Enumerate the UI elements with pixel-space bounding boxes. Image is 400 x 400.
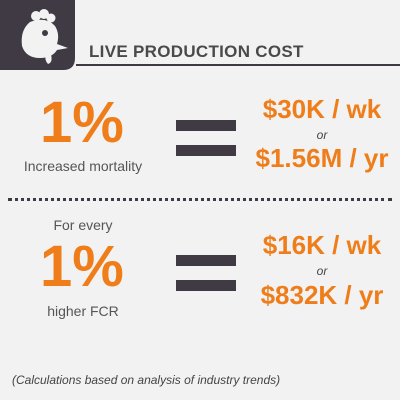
chicken-eye-icon xyxy=(42,30,48,36)
section-divider xyxy=(8,198,392,201)
footnote: (Calculations based on analysis of indus… xyxy=(12,373,281,387)
fcr-caption: higher FCR xyxy=(47,303,119,319)
mortality-cost-year: $1.56M / yr xyxy=(255,143,389,173)
page-title: LIVE PRODUCTION COST xyxy=(89,42,304,61)
mortality-caption: Increased mortality xyxy=(23,158,143,174)
mortality-cost-week: $30K / wk xyxy=(262,94,382,124)
fcr-cost-week: $16K / wk xyxy=(262,230,382,260)
header-badge xyxy=(0,0,75,70)
fcr-or-text: or xyxy=(316,264,328,278)
fcr-prefix: For every xyxy=(53,217,113,233)
mortality-percent: 1% xyxy=(40,90,124,155)
fcr-percent: 1% xyxy=(40,234,124,299)
fcr-cost-year: $832K / yr xyxy=(260,280,384,310)
chicken-icon xyxy=(21,9,69,64)
equals-sign-2 xyxy=(176,255,236,305)
equals-sign-1 xyxy=(176,120,236,170)
mortality-or-text: or xyxy=(316,128,328,142)
header-divider xyxy=(76,64,400,66)
